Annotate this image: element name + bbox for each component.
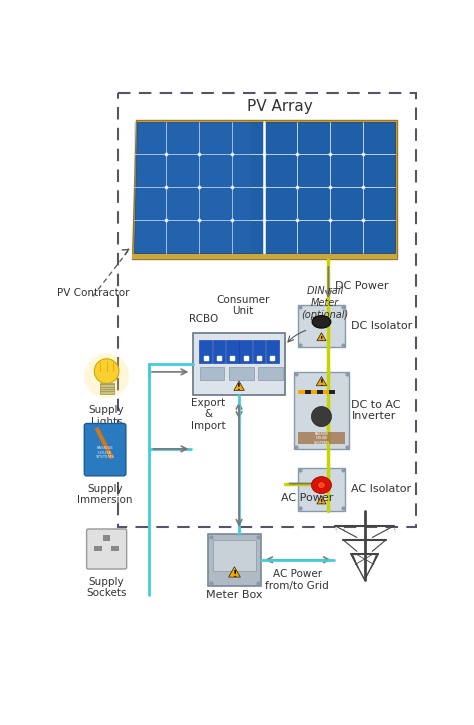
Text: DIN rail
Meter
(optional): DIN rail Meter (optional) <box>301 286 349 320</box>
Ellipse shape <box>311 476 331 494</box>
Polygon shape <box>316 376 327 386</box>
FancyBboxPatch shape <box>229 368 254 380</box>
Polygon shape <box>132 120 397 259</box>
FancyBboxPatch shape <box>103 535 110 541</box>
FancyBboxPatch shape <box>298 432 346 444</box>
FancyBboxPatch shape <box>298 468 346 510</box>
Polygon shape <box>317 496 326 504</box>
Text: !: ! <box>237 384 241 392</box>
FancyBboxPatch shape <box>253 339 265 362</box>
Polygon shape <box>134 122 395 252</box>
Text: AC Power
from/to Grid: AC Power from/to Grid <box>265 569 329 591</box>
Text: !: ! <box>320 336 323 341</box>
Text: DC Isolator: DC Isolator <box>352 321 413 331</box>
Polygon shape <box>234 381 244 390</box>
FancyBboxPatch shape <box>258 368 283 380</box>
FancyBboxPatch shape <box>323 390 329 394</box>
Text: PASSIVE
HOUSE
SYSTEMS: PASSIVE HOUSE SYSTEMS <box>313 431 329 444</box>
FancyBboxPatch shape <box>111 546 119 551</box>
FancyBboxPatch shape <box>266 339 279 362</box>
FancyBboxPatch shape <box>239 339 252 362</box>
Ellipse shape <box>84 353 129 398</box>
Polygon shape <box>317 333 326 341</box>
FancyBboxPatch shape <box>317 390 323 394</box>
FancyBboxPatch shape <box>226 339 239 362</box>
FancyBboxPatch shape <box>294 372 349 449</box>
Text: Supply
Lights: Supply Lights <box>89 405 125 426</box>
Text: AC Isolator: AC Isolator <box>352 484 411 494</box>
Ellipse shape <box>311 407 331 426</box>
FancyBboxPatch shape <box>310 390 317 394</box>
FancyBboxPatch shape <box>200 339 212 362</box>
Text: PV Array: PV Array <box>247 99 313 114</box>
FancyBboxPatch shape <box>298 305 346 347</box>
Text: !: ! <box>232 570 237 579</box>
Text: Export
&
Import: Export & Import <box>191 397 226 431</box>
FancyBboxPatch shape <box>213 339 225 362</box>
FancyBboxPatch shape <box>84 423 126 476</box>
Text: PV Contractor: PV Contractor <box>56 289 129 299</box>
Text: Consumer
Unit: Consumer Unit <box>216 295 270 316</box>
Text: !: ! <box>319 378 323 388</box>
FancyBboxPatch shape <box>304 390 310 394</box>
FancyBboxPatch shape <box>94 546 102 551</box>
Polygon shape <box>132 254 397 259</box>
Text: Supply
Immersion: Supply Immersion <box>77 484 133 505</box>
FancyBboxPatch shape <box>208 534 261 586</box>
FancyBboxPatch shape <box>298 390 304 394</box>
FancyBboxPatch shape <box>87 529 127 569</box>
Text: !: ! <box>320 499 323 505</box>
Text: AC Power: AC Power <box>281 493 333 503</box>
FancyBboxPatch shape <box>329 390 335 394</box>
Text: DC to AC
Inverter: DC to AC Inverter <box>352 399 401 421</box>
Text: DC Power: DC Power <box>335 281 388 291</box>
Text: RCBO: RCBO <box>189 314 219 324</box>
FancyBboxPatch shape <box>100 384 114 394</box>
Ellipse shape <box>312 315 331 328</box>
Polygon shape <box>134 122 251 252</box>
Text: Supply
Sockets: Supply Sockets <box>86 576 127 598</box>
FancyBboxPatch shape <box>193 334 285 395</box>
FancyBboxPatch shape <box>200 368 225 380</box>
Text: PASSIVE
HOUSE
SYSTEMS: PASSIVE HOUSE SYSTEMS <box>96 446 115 460</box>
FancyBboxPatch shape <box>213 539 256 571</box>
Ellipse shape <box>94 359 119 384</box>
Ellipse shape <box>318 481 325 489</box>
Polygon shape <box>228 567 240 577</box>
Text: Meter Box: Meter Box <box>206 590 263 600</box>
